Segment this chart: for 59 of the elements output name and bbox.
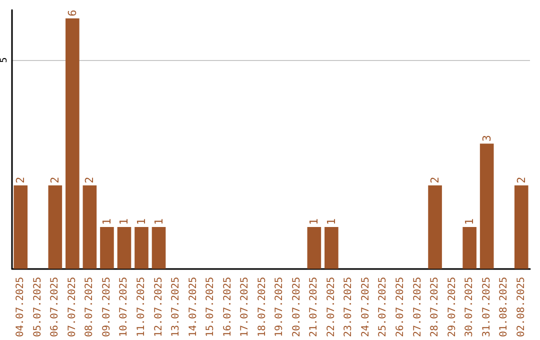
x-tick-label: 07.07.2025 (66, 276, 78, 338)
data-label: 3 (480, 134, 494, 142)
data-label: 1 (152, 218, 166, 226)
x-tick-label: 15.07.2025 (205, 276, 216, 338)
x-tick-label: 29.07.2025 (446, 276, 458, 338)
x-tick-label: 19.07.2025 (274, 276, 286, 338)
data-label: 1 (118, 218, 131, 226)
x-tick-label: 05.07.2025 (32, 276, 44, 338)
bar (324, 227, 338, 269)
x-tick-label: 17.07.2025 (240, 276, 251, 338)
bar (48, 185, 62, 269)
x-tick-label: 10.07.2025 (118, 276, 130, 338)
x-tick-label: 26.07.2025 (395, 276, 406, 338)
x-tick-label: 30.07.2025 (464, 276, 476, 338)
x-tick-label: 25.07.2025 (378, 276, 389, 338)
data-label: 1 (100, 218, 114, 226)
data-label: 1 (135, 218, 148, 226)
bar (100, 227, 114, 269)
data-label: 2 (48, 176, 62, 184)
bar (428, 185, 442, 269)
x-tick-label: 12.07.2025 (153, 276, 164, 338)
x-tick-label: 14.07.2025 (188, 276, 199, 338)
x-tick-label: 20.07.2025 (291, 276, 302, 338)
y-tick-label: 5 (0, 57, 10, 63)
bar (82, 185, 97, 269)
x-tick-label: 13.07.2025 (170, 276, 182, 338)
x-tick-label: 23.07.2025 (343, 276, 354, 338)
bar (14, 185, 28, 269)
bar (66, 18, 80, 269)
data-label: 1 (463, 218, 476, 226)
data-label: 6 (66, 10, 79, 16)
data-label: 2 (83, 176, 96, 184)
bar (480, 144, 494, 269)
x-tick-label: 08.07.2025 (84, 276, 96, 338)
bar (514, 185, 528, 269)
x-tick-label: 02.08.2025 (516, 276, 527, 338)
x-tick-label: 09.07.2025 (101, 276, 112, 338)
x-tick-label: 31.07.2025 (481, 276, 492, 338)
x-tick-label: 21.07.2025 (308, 276, 320, 338)
data-label: 2 (428, 176, 442, 184)
data-label: 2 (14, 176, 28, 184)
x-tick-label: 11.07.2025 (136, 276, 147, 338)
bar (134, 227, 148, 269)
bar (462, 227, 476, 269)
bar (152, 227, 166, 269)
bar (117, 227, 132, 269)
data-label: 1 (308, 218, 321, 226)
x-tick-label: 18.07.2025 (256, 276, 268, 338)
data-label: 2 (514, 176, 528, 184)
x-tick-label: 04.07.2025 (15, 276, 26, 338)
x-tick-label: 27.07.2025 (412, 276, 424, 338)
bar (307, 227, 322, 269)
x-tick-label: 22.07.2025 (326, 276, 337, 338)
x-tick-label: 16.07.2025 (222, 276, 234, 338)
x-tick-label: 06.07.2025 (50, 276, 61, 338)
x-tick-label: 28.07.2025 (430, 276, 441, 338)
x-tick-label: 01.08.2025 (498, 276, 510, 338)
data-label: 1 (324, 218, 338, 226)
x-tick-label: 24.07.2025 (360, 276, 372, 338)
